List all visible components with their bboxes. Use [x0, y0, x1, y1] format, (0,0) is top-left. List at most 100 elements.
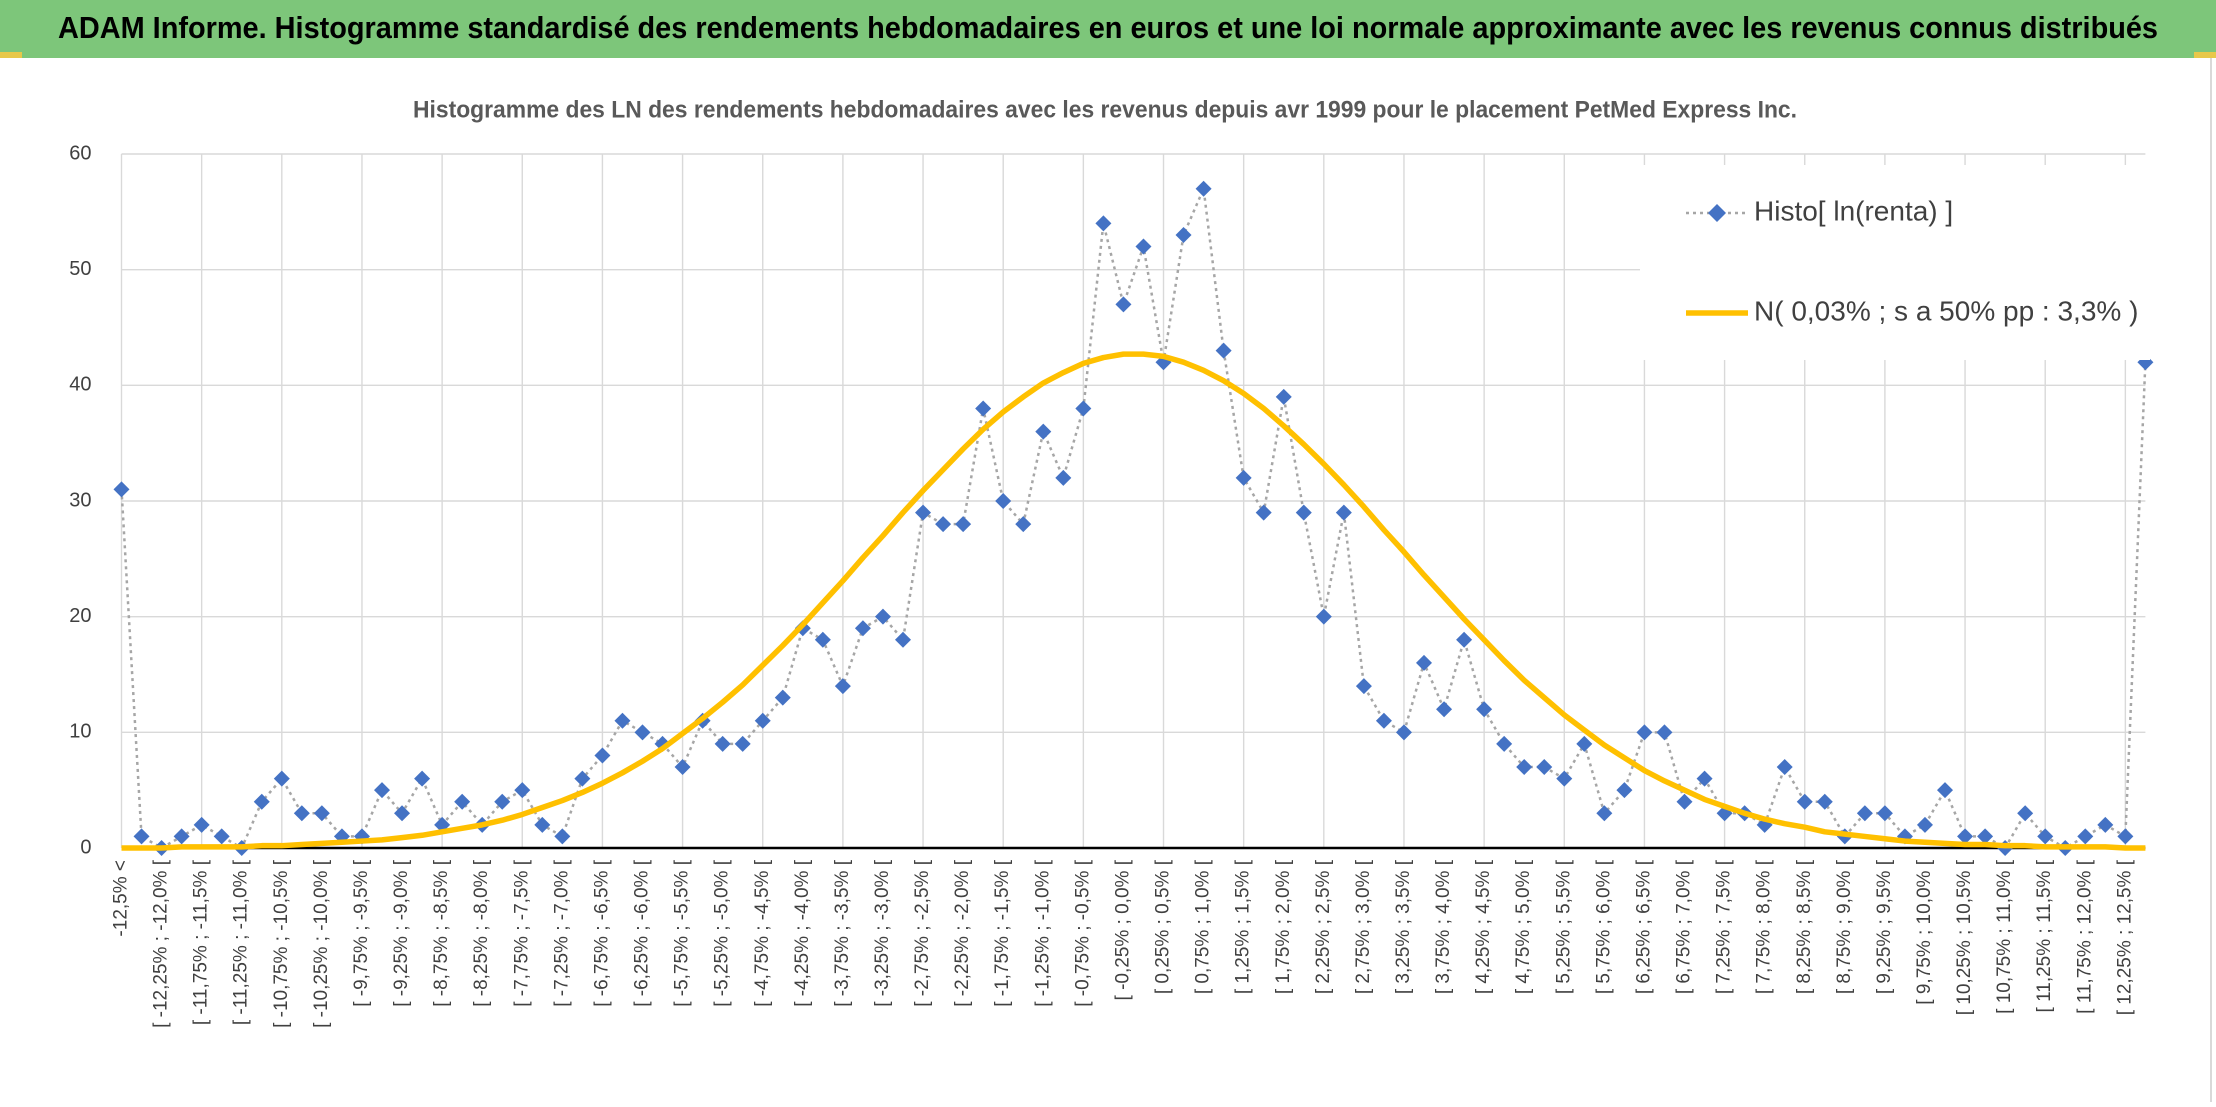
x-tick-label: [ 10,25% ; 10,5% [ [1954, 859, 1975, 1015]
data-point [1676, 793, 1693, 810]
y-tick-label: 30 [69, 489, 91, 511]
data-point [1135, 238, 1152, 255]
data-point [273, 770, 290, 787]
x-tick-label: [ 10,75% ; 11,0% [ [1994, 859, 2015, 1014]
data-point [1115, 296, 1132, 313]
x-tick-label: [ -3,25% ; -3,0% [ [872, 859, 893, 1007]
x-tick-label: [ -10,75% ; -10,5% [ [271, 859, 292, 1028]
data-point [374, 782, 391, 799]
data-point [854, 620, 871, 637]
y-tick-label: 0 [80, 836, 91, 858]
data-point [173, 828, 190, 845]
data-point [2077, 828, 2094, 845]
data-point [1977, 828, 1994, 845]
x-tick-label: [ -0,75% ; -0,5% [ [1072, 859, 1093, 1007]
data-point [2037, 828, 2054, 845]
data-point [634, 724, 651, 741]
y-tick-label: 50 [69, 258, 91, 280]
x-tick-label: [ -4,25% ; -4,0% [ [792, 859, 813, 1007]
x-tick-label: [ 11,75% ; 12,0% [ [2074, 859, 2095, 1014]
data-point [253, 793, 270, 810]
x-tick-label: [ 6,75% ; 7,0% [ [1674, 859, 1695, 994]
y-tick-label: 10 [69, 721, 91, 743]
x-tick-label: [ 12,25% ; 12,5% [ [2114, 859, 2135, 1015]
legend-label: Histo[ ln(renta) ] [1754, 195, 1953, 226]
data-point [1295, 504, 1312, 521]
data-point [1456, 631, 1473, 648]
x-tick-label: [ 3,25% ; 3,5% [ [1393, 859, 1414, 994]
x-tick-label: [ 8,75% ; 9,0% [ [1834, 859, 1855, 994]
data-point [734, 735, 751, 752]
data-point [874, 608, 891, 625]
data-point [2017, 805, 2034, 822]
data-point [1937, 782, 1954, 799]
data-point [975, 400, 992, 417]
x-tick-label: [ 6,25% ; 6,5% [ [1633, 859, 1654, 994]
x-tick-label: [ -1,75% ; -1,5% [ [992, 859, 1013, 1007]
header-corner [2194, 52, 2216, 58]
data-point [1255, 504, 1272, 521]
y-tick-label: 40 [69, 374, 91, 396]
data-point [1556, 770, 1573, 787]
x-tick-label: [ 0,25% ; 0,5% [ [1153, 859, 1174, 994]
x-tick-label: [ -11,75% ; -11,5% [ [191, 859, 212, 1025]
x-tick-label: [ -7,25% ; -7,0% [ [551, 859, 572, 1007]
x-tick-label: [ 9,75% ; 10,0% [ [1914, 859, 1935, 1004]
data-point [1095, 215, 1112, 232]
data-point [1636, 724, 1653, 741]
data-point [955, 516, 972, 533]
data-point [1355, 678, 1372, 695]
data-point [814, 631, 831, 648]
x-tick-label: [ -9,75% ; -9,5% [ [351, 859, 372, 1007]
chart-title: Histogramme des LN des rendements hebdom… [413, 96, 1797, 123]
data-point [915, 504, 932, 521]
data-point [1416, 654, 1433, 671]
x-tick-label: [ -3,75% ; -3,5% [ [832, 859, 853, 1007]
x-tick-label: [ 9,25% ; 9,5% [ [1874, 859, 1895, 994]
data-point [1035, 423, 1052, 440]
x-tick-label: [ 7,25% ; 7,5% [ [1714, 859, 1735, 994]
data-point [834, 678, 851, 695]
data-point [1315, 608, 1332, 625]
data-point [1175, 226, 1192, 243]
series-line [121, 351, 2146, 851]
data-point [1395, 724, 1412, 741]
data-point [1015, 516, 1032, 533]
x-tick-label: [ 1,75% ; 2,0% [ [1273, 859, 1294, 994]
data-point [1496, 735, 1513, 752]
x-tick-label: [ -2,75% ; -2,5% [ [912, 859, 933, 1007]
data-point [614, 712, 631, 729]
x-tick-label: [ 11,25% ; 11,5% [ [2034, 859, 2055, 1012]
x-tick-label: -12,5% < [111, 860, 132, 937]
x-tick-label: [ -2,25% ; -2,0% [ [952, 859, 973, 1007]
data-point [554, 828, 571, 845]
x-tick-label: [ 8,25% ; 8,5% [ [1794, 859, 1815, 994]
data-point [1436, 701, 1453, 718]
data-point [1215, 342, 1232, 359]
x-tick-label: [ 7,75% ; 8,0% [ [1754, 859, 1775, 994]
x-tick-label: [ 0,75% ; 1,0% [ [1193, 859, 1214, 994]
data-point [1876, 805, 1893, 822]
data-point [1816, 793, 1833, 810]
data-point [534, 816, 551, 833]
x-tick-label: [ -4,75% ; -4,5% [ [752, 859, 773, 1007]
data-point [1536, 759, 1553, 776]
data-point [674, 759, 691, 776]
data-point [1776, 759, 1793, 776]
x-tick-label: [ -6,75% ; -6,5% [ [591, 859, 612, 1007]
data-point [293, 805, 310, 822]
data-point [494, 793, 511, 810]
data-point [1596, 805, 1613, 822]
data-point [1476, 701, 1493, 718]
data-point [514, 782, 531, 799]
x-tick-label: [ 2,25% ; 2,5% [ [1313, 859, 1334, 994]
x-tick-label: [ -6,25% ; -6,0% [ [632, 859, 653, 1007]
data-point [774, 689, 791, 706]
data-point [454, 793, 471, 810]
data-point [1335, 504, 1352, 521]
data-point [2117, 828, 2134, 845]
x-tick-label: [ 4,75% ; 5,0% [ [1513, 859, 1534, 994]
data-point [2097, 816, 2114, 833]
